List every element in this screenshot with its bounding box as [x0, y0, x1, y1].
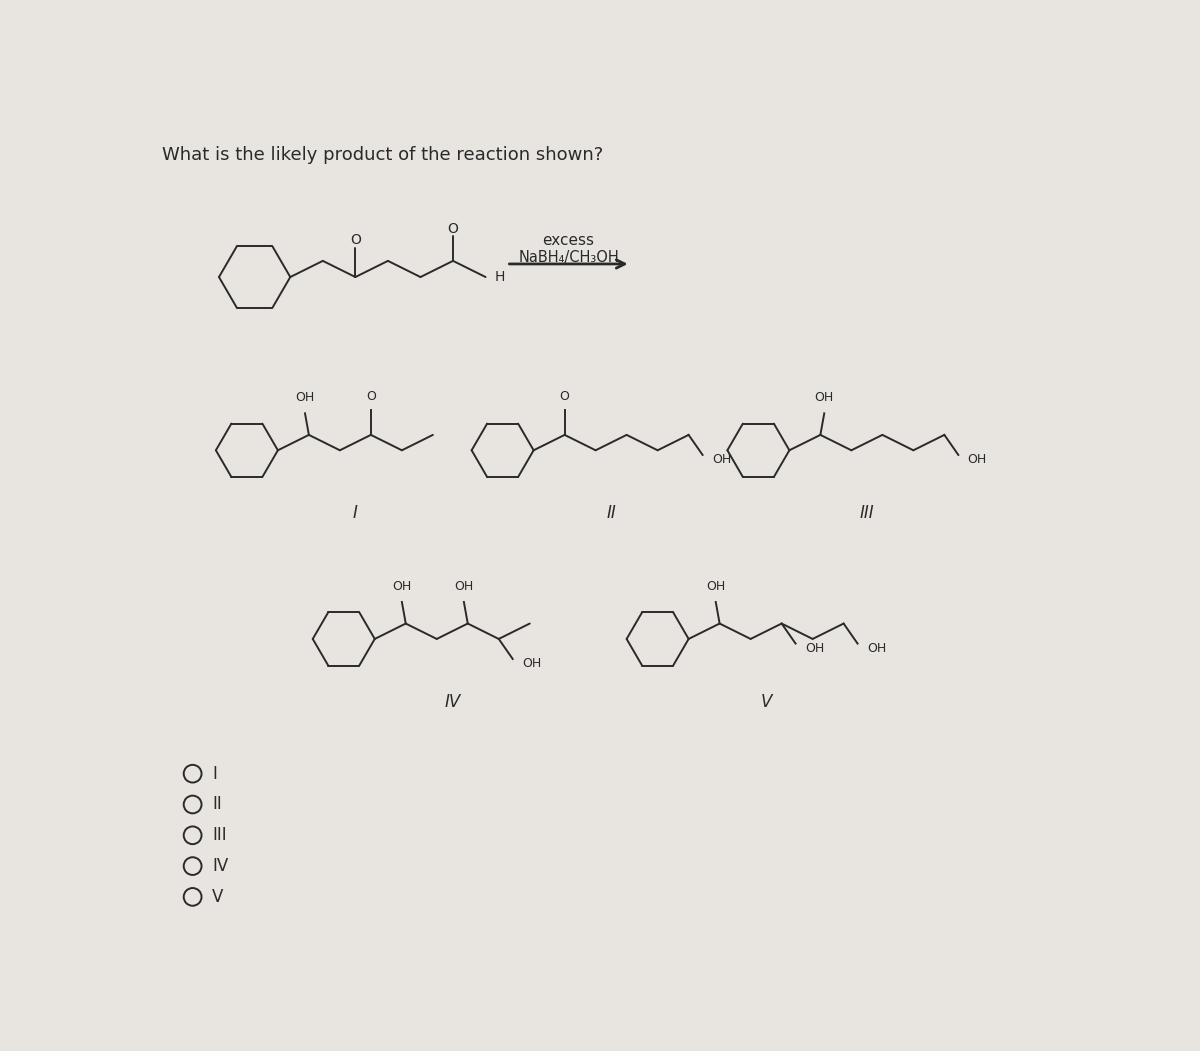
- Text: V: V: [761, 693, 772, 710]
- Text: OH: OH: [295, 391, 314, 404]
- Text: III: III: [212, 826, 227, 844]
- Text: NaBH₄/CH₃OH: NaBH₄/CH₃OH: [518, 250, 619, 265]
- Text: OH: OH: [522, 657, 541, 671]
- Text: V: V: [212, 888, 223, 906]
- Text: OH: OH: [455, 580, 474, 593]
- Text: II: II: [212, 796, 222, 813]
- Text: O: O: [448, 222, 458, 235]
- Text: OH: OH: [866, 642, 886, 655]
- Text: O: O: [559, 390, 570, 403]
- Text: IV: IV: [444, 693, 461, 710]
- Text: What is the likely product of the reaction shown?: What is the likely product of the reacti…: [162, 146, 602, 164]
- Text: OH: OH: [392, 580, 412, 593]
- Text: IV: IV: [212, 857, 228, 875]
- Text: excess: excess: [542, 233, 594, 248]
- Text: OH: OH: [815, 391, 834, 404]
- Text: II: II: [606, 504, 616, 522]
- Text: III: III: [859, 504, 874, 522]
- Text: I: I: [353, 504, 358, 522]
- Text: OH: OH: [712, 453, 731, 466]
- Text: I: I: [212, 765, 217, 783]
- Text: OH: OH: [805, 642, 824, 655]
- Text: O: O: [350, 233, 361, 247]
- Text: OH: OH: [706, 580, 725, 593]
- Text: H: H: [494, 270, 505, 284]
- Text: OH: OH: [967, 453, 986, 466]
- Text: O: O: [366, 390, 376, 403]
